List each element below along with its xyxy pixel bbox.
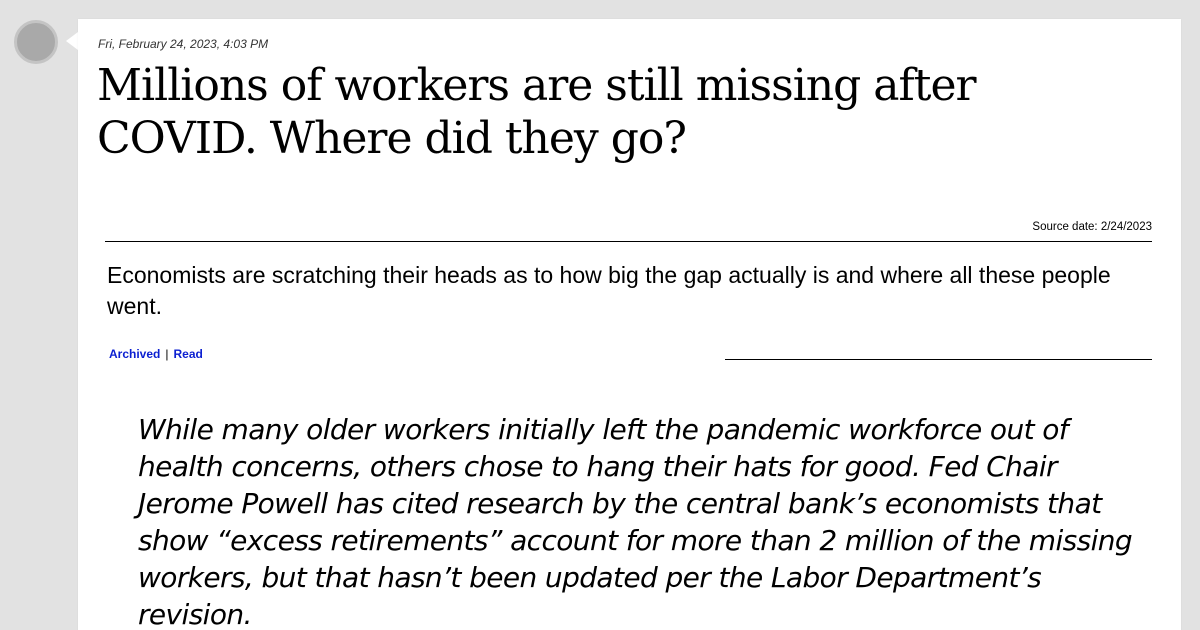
post-timestamp: Fri, February 24, 2023, 4:03 PM: [98, 37, 269, 51]
post-headline: Millions of workers are still missing af…: [97, 60, 977, 164]
post-card: Fri, February 24, 2023, 4:03 PM Millions…: [78, 19, 1181, 630]
short-divider: [725, 359, 1152, 360]
source-date: Source date: 2/24/2023: [1032, 221, 1152, 233]
read-link[interactable]: Read: [173, 347, 203, 361]
divider: [105, 241, 1152, 242]
post-links: Archived | Read: [109, 347, 203, 361]
post-quote: While many older workers initially left …: [138, 413, 1133, 630]
post-summary: Economists are scratching their heads as…: [107, 262, 1111, 319]
link-separator: |: [165, 347, 169, 361]
avatar[interactable]: [14, 20, 58, 64]
card-notch: [66, 32, 78, 50]
archived-link[interactable]: Archived: [109, 347, 161, 361]
